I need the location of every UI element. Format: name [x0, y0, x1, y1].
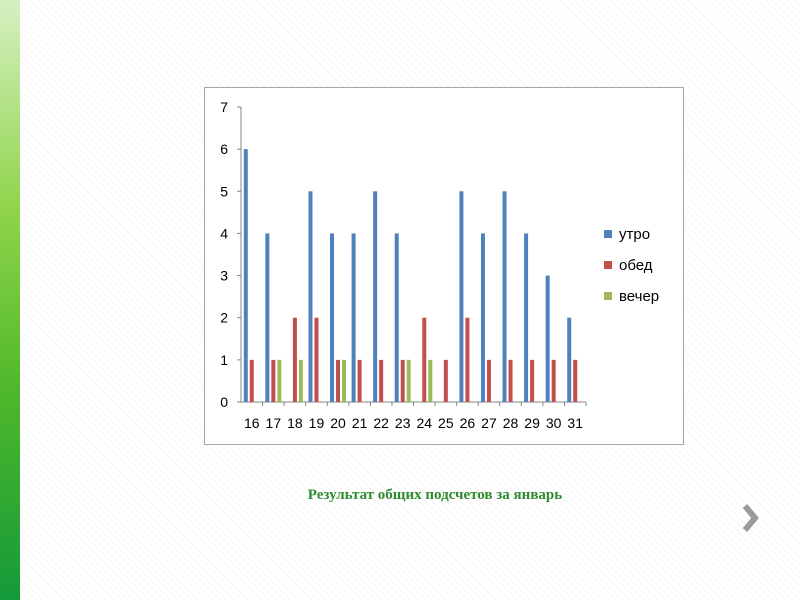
bar-обед: [422, 317, 427, 402]
bar-вечер: [428, 359, 433, 402]
bar-обед: [400, 359, 405, 402]
bar-обед: [530, 359, 535, 402]
y-tick-label: 2: [220, 310, 228, 326]
chevron-right-icon[interactable]: [736, 496, 766, 540]
x-tick-label: 23: [395, 415, 411, 431]
bar-обед: [508, 359, 513, 402]
bar-вечер: [277, 359, 282, 402]
bar-вечер: [342, 359, 347, 402]
x-tick-label: 19: [309, 415, 325, 431]
bar-обед: [486, 359, 491, 402]
y-tick-label: 4: [220, 225, 228, 241]
x-tick-label: 24: [416, 415, 432, 431]
bar-обед: [336, 359, 341, 402]
bar-утро: [480, 233, 485, 402]
y-tick-label: 6: [220, 141, 228, 157]
y-tick-label: 7: [220, 99, 228, 115]
bar-обед: [573, 359, 578, 402]
x-tick-label: 16: [244, 415, 260, 431]
legend-swatch: [604, 230, 612, 238]
x-tick-label: 20: [330, 415, 346, 431]
legend-label: вечер: [619, 288, 659, 305]
bar-утро: [330, 233, 335, 402]
bar-обед: [465, 317, 470, 402]
y-tick-label: 1: [220, 352, 228, 368]
y-tick-label: 3: [220, 268, 228, 284]
legend-swatch: [604, 261, 612, 269]
bar-обед: [249, 359, 254, 402]
x-tick-label: 27: [481, 415, 497, 431]
bar-вечер: [298, 359, 303, 402]
bar-обед: [292, 317, 297, 402]
bar-утро: [459, 191, 464, 402]
bar-утро: [502, 191, 507, 402]
bar-утро: [308, 191, 313, 402]
x-tick-label: 21: [352, 415, 368, 431]
x-tick-label: 17: [266, 415, 282, 431]
bar-обед: [379, 359, 384, 402]
legend-swatch: [604, 292, 612, 300]
bar-утро: [373, 191, 378, 402]
bar-обед: [314, 317, 319, 402]
bar-обед: [357, 359, 362, 402]
bar-утро: [351, 233, 356, 402]
bar-утро: [545, 275, 550, 402]
x-tick-label: 22: [373, 415, 389, 431]
bar-обед: [271, 359, 276, 402]
legend-label: утро: [619, 226, 650, 243]
legend-label: обед: [619, 257, 653, 274]
x-tick-label: 30: [546, 415, 562, 431]
bar-обед: [551, 359, 556, 402]
x-tick-label: 18: [287, 415, 303, 431]
bar-утро: [265, 233, 270, 402]
x-tick-label: 26: [460, 415, 476, 431]
chart-frame: 0 1 2 3 4 5 6 7 16 17 18 19 20 21 22 23 24 25 26 27 28 29 30 31…: [204, 87, 684, 445]
x-tick-label: 31: [567, 415, 583, 431]
accent-bar: [0, 0, 20, 600]
y-tick-label: 5: [220, 183, 228, 199]
x-tick-label: 29: [524, 415, 540, 431]
bar-утро: [394, 233, 399, 402]
chart-caption: Результат общих подсчетов за январь: [307, 487, 563, 503]
bar-вечер: [406, 359, 411, 402]
y-tick-label: 0: [220, 394, 228, 410]
bar-обед: [443, 359, 448, 402]
bar-утро: [524, 233, 529, 402]
bar-утро: [567, 317, 572, 402]
x-tick-label: 28: [503, 415, 519, 431]
bar-утро: [243, 149, 248, 402]
x-tick-label: 25: [438, 415, 454, 431]
